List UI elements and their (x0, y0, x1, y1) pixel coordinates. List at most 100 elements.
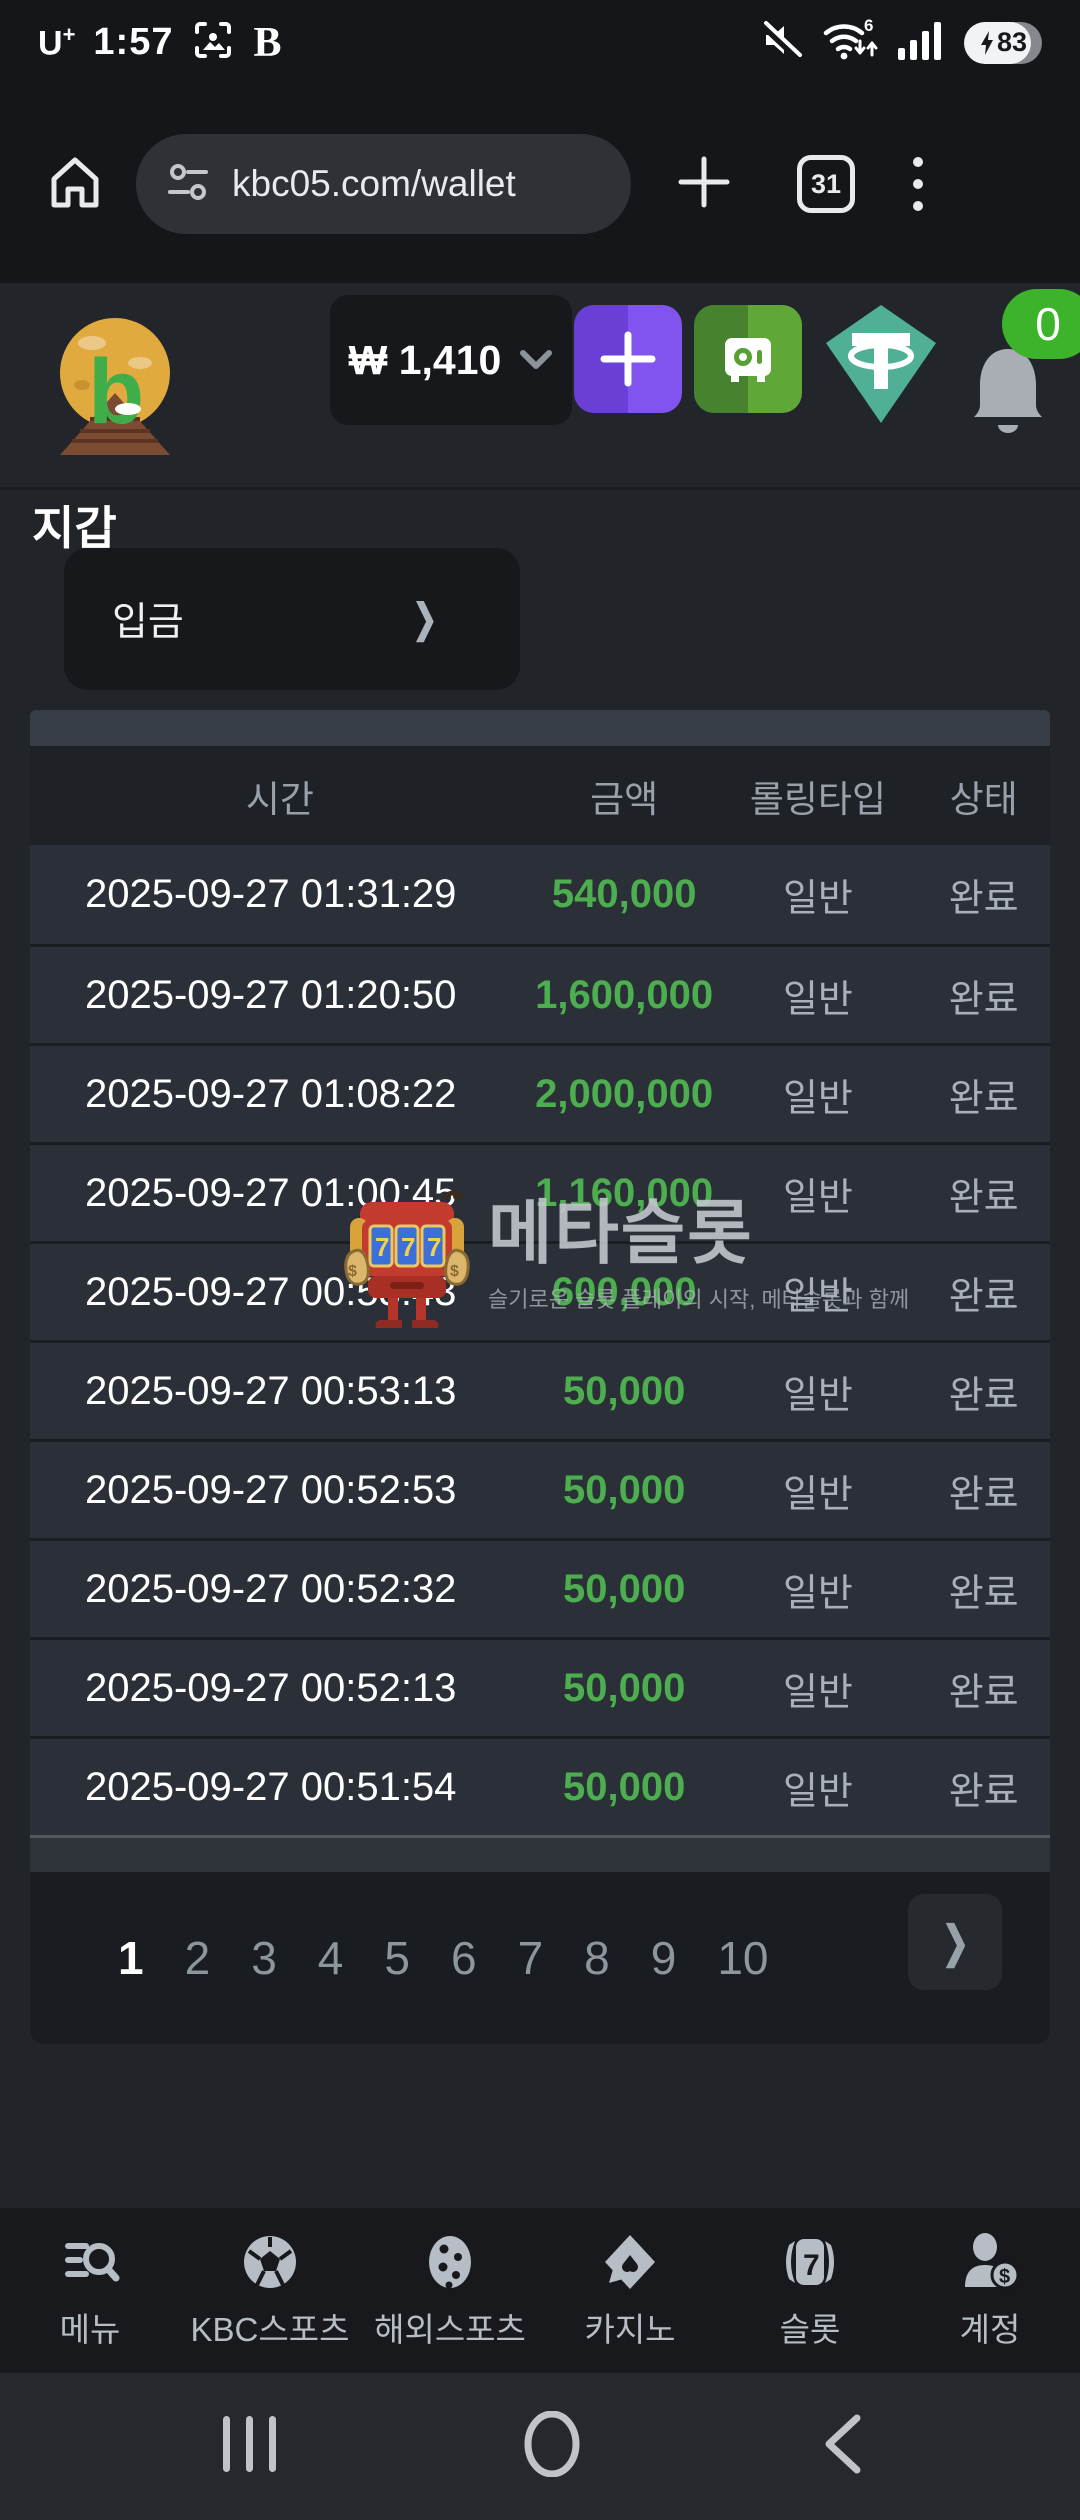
nav-item-casino[interactable]: 카지노 (540, 2208, 720, 2373)
nav-label: 카지노 (584, 2310, 676, 2348)
status-bar: U+ 1:57 B 6 83 (0, 0, 1080, 85)
browser-menu-button[interactable] (913, 157, 923, 211)
nav-label: 슬롯 (779, 2310, 841, 2348)
wallet-page: 지갑 입금 ❯ 시간 금액 롤링타입 상태 2025-09-27 01:31:2… (0, 490, 1080, 2208)
row-time: 2025-09-27 00:53:13 (85, 1368, 457, 1413)
home-button-android[interactable] (519, 2410, 585, 2482)
row-amount: 50,000 (562, 1566, 686, 1611)
notifications-button[interactable]: 0 (952, 289, 1080, 446)
next-page-button[interactable]: ❯ (908, 1894, 1002, 1990)
row-status: 완료 (948, 1473, 1019, 1516)
table-row: 2025-09-27 00:52:53 50,000 일반 완료 (30, 1439, 1050, 1538)
page-number-8[interactable]: 8 (584, 1932, 610, 1984)
row-type: 일반 (782, 1176, 853, 1219)
nav-item-account[interactable]: $ 계정 (900, 2208, 1080, 2373)
header-amount: 금액 (590, 778, 659, 820)
nav-item-slots[interactable]: 7 슬롯 (720, 2208, 900, 2373)
tab-switcher-button[interactable]: 31 (797, 155, 855, 213)
wifi6-icon: 6 (820, 15, 880, 70)
slot-reel-icon: 7 (786, 2238, 834, 2285)
screenshot-icon (191, 18, 235, 67)
row-status: 완료 (948, 1671, 1019, 1714)
nav-item-overseas-sports[interactable]: 해외스포츠 (360, 2208, 540, 2373)
tether-button[interactable] (822, 301, 940, 427)
page-number-10[interactable]: 10 (717, 1932, 769, 1984)
bell-icon (966, 341, 1050, 446)
deposit-label: 입금 (112, 601, 184, 644)
page-number-6[interactable]: 6 (450, 1932, 477, 1984)
row-time: 2025-09-27 01:20:50 (85, 972, 457, 1017)
pagination: 1 2 3 4 5 6 7 8 9 10 ❯ (30, 1872, 1050, 2044)
page-title: 지갑 (32, 502, 117, 554)
table-row: 2025-09-27 01:20:50 1,600,000 일반 완료 (30, 944, 1050, 1043)
row-type: 일반 (782, 1770, 853, 1813)
account-dollar-icon: $ (965, 2232, 1020, 2289)
address-bar[interactable]: kbc05.com/wallet (136, 134, 631, 234)
signal-icon (896, 18, 948, 67)
recents-button[interactable] (215, 2412, 285, 2481)
table-top-strip (30, 710, 1050, 746)
deposit-quick-button[interactable] (574, 305, 682, 413)
nav-item-menu[interactable]: 메뉴 (0, 2208, 180, 2373)
row-time: 2025-09-27 00:52:13 (85, 1665, 457, 1710)
row-type: 일반 (782, 1671, 853, 1714)
notification-badge: 0 (1002, 289, 1080, 359)
table-divider (30, 1835, 1050, 1838)
table-row: 2025-09-27 00:53:43 600,000 일반 완료 (30, 1241, 1050, 1340)
header-type: 롤링타입 (749, 778, 887, 820)
table-row: 2025-09-27 00:52:32 50,000 일반 완료 (30, 1538, 1050, 1637)
page-number-9[interactable]: 9 (650, 1932, 677, 1984)
row-type: 일반 (782, 1572, 853, 1615)
row-time: 2025-09-27 00:52:53 (85, 1467, 457, 1512)
svg-text:7: 7 (803, 2249, 820, 2282)
page-number-5[interactable]: 5 (384, 1932, 410, 1984)
row-amount: 50,000 (562, 1368, 686, 1413)
row-time: 2025-09-27 00:51:54 (85, 1764, 457, 1809)
url-text: kbc05.com/wallet (232, 163, 516, 204)
bottom-navigation: 메뉴 KBC스포츠 해외스포츠 카지노 7 슬롯 $ 계정 (0, 2208, 1080, 2373)
row-status: 완료 (948, 1176, 1019, 1219)
row-time: 2025-09-27 00:53:43 (85, 1269, 457, 1314)
row-amount: 50,000 (562, 1665, 686, 1710)
table-row: 2025-09-27 00:52:13 50,000 일반 완료 (30, 1637, 1050, 1736)
nav-item-kbc-sports[interactable]: KBC스포츠 (180, 2208, 360, 2373)
row-type: 일반 (782, 1374, 853, 1417)
vault-button[interactable] (694, 305, 802, 413)
nav-label: 메뉴 (59, 2310, 121, 2348)
page-number-1[interactable]: 1 (118, 1932, 144, 1984)
header-time: 시간 (245, 778, 314, 820)
back-button[interactable] (819, 2412, 865, 2481)
home-button[interactable] (42, 149, 108, 220)
soccer-ball-icon (244, 2235, 296, 2288)
table-row: 2025-09-27 01:31:29 540,000 일반 완료 (30, 845, 1050, 944)
table-body: 2025-09-27 01:31:29 540,000 일반 완료 2025-09-27… (30, 845, 1050, 1835)
table-bottom-strip (30, 1838, 1050, 1872)
row-type: 일반 (782, 978, 853, 1021)
page-number-7[interactable]: 7 (517, 1932, 544, 1984)
page-number-2[interactable]: 2 (184, 1932, 211, 1984)
row-status: 완료 (948, 1770, 1019, 1813)
card-suits-icon (605, 2234, 655, 2289)
table-row: 2025-09-27 00:51:54 50,000 일반 완료 (30, 1736, 1050, 1835)
nav-label: 해외스포츠 (374, 2310, 526, 2348)
table-row: 2025-09-27 00:53:13 50,000 일반 완료 (30, 1340, 1050, 1439)
deposit-button[interactable]: 입금 ❯ (64, 548, 520, 690)
row-amount: 2,000,000 (535, 1071, 714, 1116)
svg-text:$: $ (999, 2266, 1010, 2288)
status-time: 1:57 (93, 21, 174, 63)
page-number-4[interactable]: 4 (317, 1932, 344, 1984)
row-status: 완료 (948, 978, 1019, 1021)
row-type: 일반 (782, 878, 853, 920)
battery-indicator: 83 (964, 21, 1042, 64)
new-tab-button[interactable] (673, 151, 735, 218)
row-status: 완료 (948, 1077, 1019, 1120)
balance-dropdown[interactable]: ₩ 1,410 (330, 295, 572, 425)
mute-icon (758, 17, 804, 68)
row-amount: 50,000 (562, 1764, 686, 1809)
row-type: 일반 (782, 1275, 853, 1318)
page-number-3[interactable]: 3 (251, 1932, 277, 1984)
page-list: 1 2 3 4 5 6 7 8 9 10 (30, 1931, 769, 1985)
row-time: 2025-09-27 01:31:29 (85, 872, 457, 916)
row-amount: 50,000 (562, 1467, 686, 1512)
site-logo[interactable]: b (52, 305, 178, 470)
